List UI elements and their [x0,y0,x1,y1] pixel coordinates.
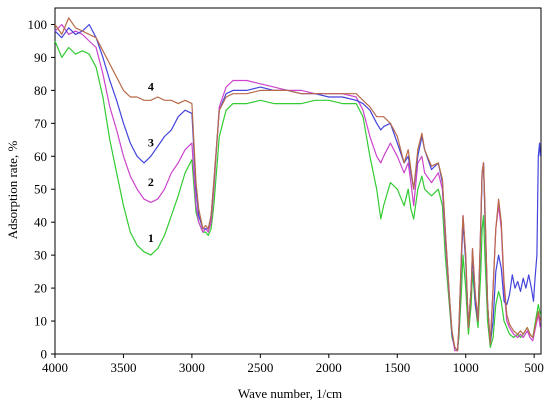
y-tick-label: 20 [34,281,47,296]
y-tick-label: 40 [34,215,47,230]
series-line-1 [54,40,541,352]
curve-label-3: 3 [148,135,154,149]
y-tick-label: 0 [41,347,48,362]
x-tick-label: 3500 [110,360,136,375]
x-axis-label: Wave number, 1/cm [238,386,342,401]
x-tick-label: 1500 [384,360,410,375]
y-tick-label: 80 [34,83,47,98]
x-tick-label: 500 [524,360,544,375]
y-tick-label: 30 [34,248,47,263]
plot-frame [54,7,542,355]
curve-labels-group: 1 2 3 4 [148,79,154,245]
y-tick-label: 100 [28,17,48,32]
y-tick-label: 60 [34,149,47,164]
curve-label-1: 1 [148,231,154,245]
series-line-3 [54,23,541,352]
x-tick-label: 4000 [42,360,68,375]
y-tick-label: 70 [34,116,47,131]
curve-label-4: 4 [148,79,154,93]
y-tick-label: 90 [34,50,47,65]
x-tick-label: 2000 [316,360,342,375]
series-line-4 [54,17,541,352]
curve-label-2: 2 [148,175,154,189]
y-axis-label: Adsorption rate, % [5,141,20,240]
x-tick-label: 2500 [247,360,273,375]
y-tick-label: 50 [34,182,47,197]
x-tick-label: 1000 [453,360,479,375]
x-tick-label: 3000 [179,360,205,375]
axes-group: 4000 3500 3000 2500 2000 1500 1000 500 0 10 20 30 40… [28,7,544,375]
y-tick-label: 10 [34,314,47,329]
series-group [54,17,541,352]
